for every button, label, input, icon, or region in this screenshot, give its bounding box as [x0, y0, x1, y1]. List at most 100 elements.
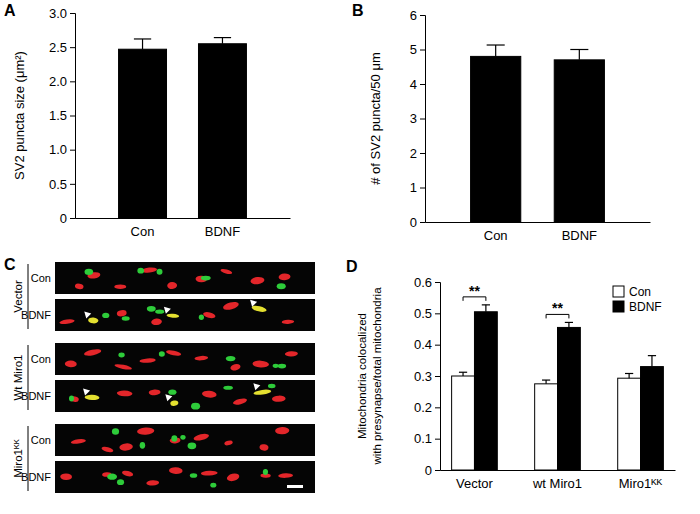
x-tick-label: Vector [456, 476, 494, 491]
y-axis-title: with presynapse/total mitochondria [371, 287, 383, 466]
plot-marks [452, 305, 664, 470]
mitochondrion [166, 313, 179, 318]
y-tick: 3 [410, 111, 425, 126]
x-tick-label: Con [484, 228, 508, 243]
presynapse [171, 435, 177, 441]
legend-swatch [613, 286, 624, 297]
error-bar-cap [625, 373, 633, 374]
panel-letter: A [4, 2, 16, 19]
mitochondrion [170, 400, 179, 407]
y-tick-mark [70, 184, 75, 185]
y-tick-mark [435, 439, 440, 440]
error-bar [629, 373, 630, 378]
y-tick: 0.6 [414, 275, 440, 290]
y-tick: 3.0 [49, 6, 75, 21]
y-tick-label: 1.5 [49, 108, 67, 123]
y-tick-label: 0.2 [414, 400, 432, 415]
error-bar-cap [134, 38, 151, 39]
mitochondrion [194, 355, 208, 361]
y-tick-label: 0.1 [414, 431, 432, 446]
row-label: Con [31, 353, 51, 365]
mitochondrion [253, 389, 271, 396]
y-tick: 0 [425, 463, 440, 478]
x-axis: Con BDNF [76, 219, 291, 240]
y-tick-label: 1.0 [49, 142, 67, 157]
legend: ConBDNF [613, 285, 662, 314]
mitochondrion [167, 282, 177, 289]
y-tick-mark [420, 15, 425, 16]
mitochondrion [139, 358, 156, 364]
presynapse [117, 479, 124, 485]
group-label: Vector [12, 280, 24, 313]
mitochondrion [74, 283, 84, 290]
figure-svg: A00.51.01.52.02.53.0ConBDNFSV2 puncta si… [0, 0, 700, 514]
mitochondrion [85, 395, 100, 401]
y-tick-mark [70, 116, 75, 117]
mitochondrion [121, 470, 133, 478]
error-bar-cap [482, 304, 490, 305]
mitochondrion [226, 472, 240, 482]
error-bar-cap [648, 355, 656, 356]
y-tick-label: 0.4 [414, 337, 432, 352]
bar [558, 327, 581, 470]
y-tick: 2 [410, 146, 425, 161]
presynapse [157, 269, 163, 275]
micrograph-strip [55, 343, 315, 375]
legend-label: BDNF [629, 300, 662, 314]
y-tick-label: 2 [410, 146, 417, 161]
micrograph-strip [55, 380, 315, 412]
mitochondrion [202, 390, 217, 398]
x-tick: Con [131, 224, 155, 239]
y-tick-mark [70, 13, 75, 14]
presynapse [69, 395, 74, 401]
arrow [84, 311, 91, 318]
group-label: Wt Miro1 [12, 355, 24, 401]
x-tick-label: Con [131, 224, 155, 239]
y-tick-label: 0.3 [414, 369, 432, 384]
row-label: BDNF [21, 309, 51, 321]
mitochondrion [232, 397, 247, 406]
y-tick-label: 0 [60, 211, 67, 226]
mitochondrion [137, 427, 155, 435]
y-tick: 1.5 [49, 108, 75, 123]
x-tick-label: BDNF [205, 224, 240, 239]
panel: CConBDNFVectorConBDNFWt Miro1ConBDNFMiro… [4, 256, 315, 493]
error-bar-cap [565, 322, 573, 323]
y-axis-line [435, 283, 441, 471]
y-tick-label: 2.5 [49, 40, 67, 55]
presynapse [159, 351, 165, 356]
x-tick: wt Miro1 [532, 476, 582, 491]
y-tick-mark [70, 47, 75, 48]
x-tick: BDNF [205, 224, 240, 239]
y-tick: 1.0 [49, 142, 75, 157]
mitochondrion [88, 317, 99, 324]
presynapse [118, 353, 124, 358]
presynapse [199, 314, 204, 320]
y-tick-label: 4 [410, 77, 417, 92]
mitochondrion [193, 433, 210, 442]
y-tick: 0.5 [414, 306, 440, 321]
micrograph-strip [55, 461, 315, 493]
group-bracket [28, 426, 29, 491]
mitochondrion [278, 273, 290, 280]
row-label: BDNF [21, 390, 51, 402]
presynapse [155, 310, 164, 314]
error-bar [579, 50, 580, 60]
presynapse [226, 356, 236, 361]
presynapse [85, 269, 94, 275]
presynapse [223, 386, 233, 390]
mitochondrion [278, 473, 293, 478]
y-tick-mark [435, 407, 440, 408]
mitochondrion [101, 446, 114, 454]
legend-swatch [613, 301, 624, 312]
mitochondrion [59, 319, 75, 325]
mitochondrion [220, 268, 233, 275]
y-tick-label: 3 [410, 111, 417, 126]
plot-marks [119, 38, 247, 218]
mitochondrion [203, 311, 217, 319]
y-axis: 0123456 [410, 8, 426, 230]
y-tick: 4 [410, 77, 425, 92]
mitochondrion [169, 467, 183, 474]
presynapse [201, 276, 211, 281]
y-tick: 0.3 [414, 369, 440, 384]
